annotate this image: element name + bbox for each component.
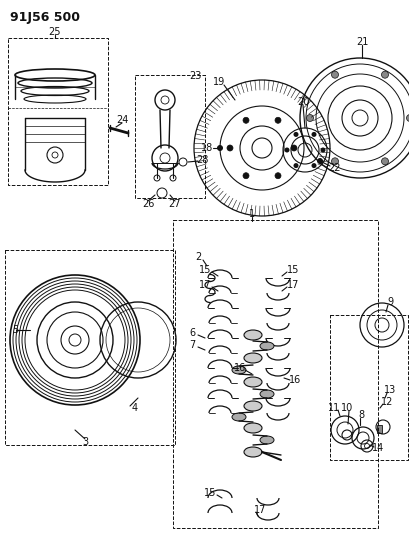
Text: 16: 16 bbox=[288, 375, 300, 385]
Ellipse shape bbox=[259, 390, 273, 398]
Text: 20: 20 bbox=[296, 97, 308, 107]
Text: 15: 15 bbox=[198, 265, 211, 275]
Text: 18: 18 bbox=[200, 143, 213, 153]
Circle shape bbox=[311, 132, 316, 137]
Circle shape bbox=[380, 158, 388, 165]
Text: 24: 24 bbox=[115, 115, 128, 125]
Text: 8: 8 bbox=[357, 410, 363, 420]
Text: 26: 26 bbox=[142, 199, 154, 209]
Text: 4: 4 bbox=[132, 403, 138, 413]
Circle shape bbox=[311, 163, 316, 168]
Circle shape bbox=[290, 145, 296, 151]
Circle shape bbox=[331, 158, 338, 165]
Text: 23: 23 bbox=[189, 71, 202, 81]
Circle shape bbox=[243, 173, 248, 179]
Circle shape bbox=[243, 117, 248, 123]
Text: 5: 5 bbox=[12, 325, 18, 335]
Text: 11: 11 bbox=[327, 403, 339, 413]
Circle shape bbox=[293, 132, 298, 137]
Text: 14: 14 bbox=[371, 443, 383, 453]
Text: 13: 13 bbox=[383, 385, 395, 395]
Text: 2: 2 bbox=[194, 252, 201, 262]
Text: 16: 16 bbox=[233, 363, 245, 373]
Text: 25: 25 bbox=[49, 27, 61, 37]
Circle shape bbox=[274, 173, 280, 179]
Text: 28: 28 bbox=[196, 155, 208, 165]
Ellipse shape bbox=[243, 401, 261, 411]
Ellipse shape bbox=[243, 353, 261, 363]
Circle shape bbox=[293, 163, 298, 168]
Text: 7: 7 bbox=[189, 340, 195, 350]
Text: 12: 12 bbox=[380, 397, 392, 407]
Circle shape bbox=[320, 148, 325, 152]
Ellipse shape bbox=[259, 342, 273, 350]
Ellipse shape bbox=[231, 413, 245, 421]
Circle shape bbox=[216, 145, 222, 151]
Circle shape bbox=[284, 148, 289, 152]
Circle shape bbox=[274, 117, 280, 123]
Circle shape bbox=[331, 71, 338, 78]
Text: 15: 15 bbox=[203, 488, 216, 498]
Circle shape bbox=[306, 115, 313, 122]
Text: 17: 17 bbox=[198, 280, 211, 290]
Text: 1: 1 bbox=[248, 209, 254, 219]
Text: 19: 19 bbox=[212, 77, 225, 87]
Ellipse shape bbox=[243, 423, 261, 433]
Text: 21: 21 bbox=[355, 37, 367, 47]
Ellipse shape bbox=[259, 436, 273, 444]
Circle shape bbox=[380, 71, 388, 78]
Circle shape bbox=[227, 145, 232, 151]
Text: 17: 17 bbox=[253, 505, 265, 515]
Text: 9: 9 bbox=[386, 297, 392, 307]
Ellipse shape bbox=[231, 366, 245, 374]
Ellipse shape bbox=[243, 330, 261, 340]
Text: 15: 15 bbox=[286, 265, 299, 275]
Text: 27: 27 bbox=[169, 199, 181, 209]
Text: 91J56 500: 91J56 500 bbox=[10, 12, 80, 25]
Text: 22: 22 bbox=[328, 163, 340, 173]
Ellipse shape bbox=[243, 447, 261, 457]
Text: 6: 6 bbox=[189, 328, 195, 338]
Bar bbox=[376, 425, 381, 433]
Text: 10: 10 bbox=[340, 403, 352, 413]
Ellipse shape bbox=[243, 377, 261, 387]
Circle shape bbox=[316, 158, 322, 164]
Text: 17: 17 bbox=[286, 280, 299, 290]
Text: 3: 3 bbox=[82, 437, 88, 447]
Circle shape bbox=[405, 115, 409, 122]
